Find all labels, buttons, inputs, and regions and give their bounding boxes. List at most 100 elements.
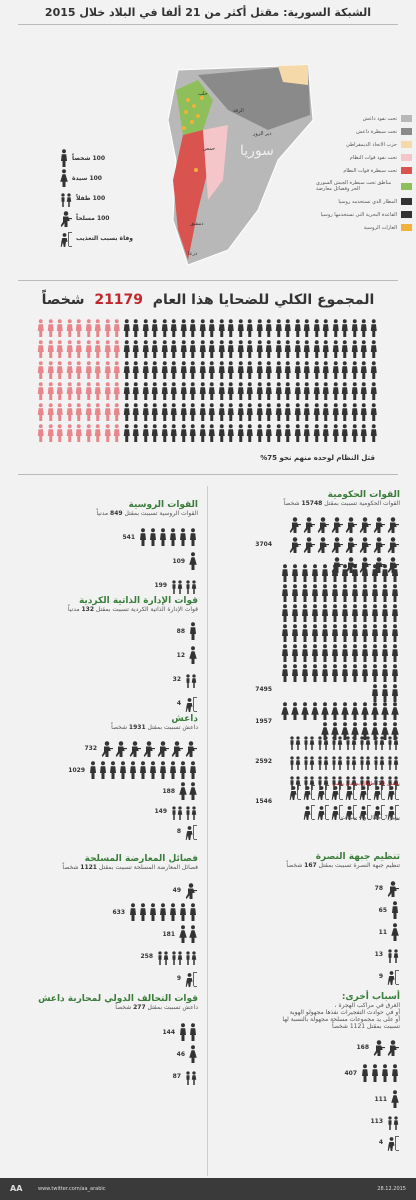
person-icon — [142, 340, 150, 358]
stat-row: 109 — [18, 549, 198, 573]
person-icon — [180, 382, 188, 400]
children-icon — [317, 752, 329, 770]
children-icon — [359, 732, 371, 750]
children-icon — [387, 945, 399, 963]
children-icon — [289, 732, 301, 750]
person-icon — [361, 604, 369, 622]
person-icon — [331, 604, 339, 622]
section-text-line: أو في حوادث التفجيرات نفذها مجهولو الهوي… — [289, 1009, 400, 1016]
person-icon — [331, 624, 339, 642]
person-icon — [265, 382, 273, 400]
person-icon — [294, 361, 302, 379]
stat-row: 8 — [18, 821, 198, 841]
person-icon — [170, 382, 178, 400]
person-icon — [391, 644, 399, 662]
person-icon — [303, 403, 311, 421]
person-icon — [66, 340, 74, 358]
person-icon — [341, 382, 349, 400]
person-icon — [237, 319, 245, 337]
person-icon — [360, 403, 368, 421]
page-title: الشبكة السورية: مقتل أكثر من 21 ألفا في … — [44, 6, 372, 19]
person-icon — [370, 424, 378, 442]
armed-person-icon — [303, 535, 315, 553]
armed-person-icon — [143, 739, 155, 757]
stat-row: 111 — [220, 1088, 400, 1110]
person-icon — [303, 424, 311, 442]
armed-person-icon — [185, 739, 197, 757]
person-icon — [303, 382, 311, 400]
person-icon — [246, 403, 254, 421]
children-icon — [373, 752, 385, 770]
person-icon — [237, 361, 245, 379]
children-icon — [185, 670, 197, 688]
person-icon — [256, 340, 264, 358]
person-icon — [189, 424, 197, 442]
person-icon — [94, 382, 102, 400]
person-icon — [294, 403, 302, 421]
person-icon — [322, 424, 330, 442]
person-icon — [56, 361, 64, 379]
person-icon — [66, 424, 74, 442]
person-icon — [199, 319, 207, 337]
armed-person-icon — [373, 515, 385, 533]
person-icon — [123, 340, 131, 358]
person-icon — [265, 361, 273, 379]
legend-item: تحت سيطرة قوات النظام — [316, 164, 412, 177]
column-divider — [207, 486, 208, 1176]
person-icon — [94, 403, 102, 421]
woman-icon — [60, 169, 68, 187]
person-icon — [391, 584, 399, 602]
person-icon — [189, 528, 197, 546]
section-other-causes: أسباب أخرى: الغرق في مراكب الهجرة ، أو ف… — [220, 992, 400, 1152]
stat-row: 11 — [220, 921, 400, 943]
person-icon — [56, 424, 64, 442]
person-icon — [180, 424, 188, 442]
person-icon — [151, 340, 159, 358]
person-icon — [313, 382, 321, 400]
person-icon — [301, 604, 309, 622]
person-icon — [66, 361, 74, 379]
person-icon — [360, 424, 368, 442]
armed-person-icon — [303, 515, 315, 533]
children-icon — [387, 732, 399, 750]
person-icon — [381, 564, 389, 582]
person-icon — [218, 403, 226, 421]
section-divider — [18, 280, 398, 281]
armed-person-icon — [101, 739, 113, 757]
person-icon — [161, 382, 169, 400]
person-icon — [60, 149, 68, 167]
section-subtitle: القوات الروسية تسببت بمقتل 849 مدنياً — [96, 510, 198, 517]
person-icon — [265, 340, 273, 358]
stat-row: 12 — [18, 643, 198, 667]
map-city-label: درعا — [188, 251, 197, 257]
stat-row: 49 — [18, 879, 198, 901]
person-icon — [265, 424, 273, 442]
key-row: 100 شخصاً — [60, 148, 140, 168]
person-icon — [371, 604, 379, 622]
person-icon — [311, 624, 319, 642]
person-icon — [75, 361, 83, 379]
person-icon — [391, 684, 399, 702]
person-icon — [189, 382, 197, 400]
person-icon — [189, 403, 197, 421]
person-icon — [294, 340, 302, 358]
person-icon — [294, 382, 302, 400]
map-city-label: حمص — [203, 146, 215, 152]
person-icon — [179, 528, 187, 546]
person-icon — [123, 382, 131, 400]
person-icon — [75, 403, 83, 421]
person-icon — [301, 664, 309, 682]
person-icon — [291, 624, 299, 642]
person-icon — [370, 361, 378, 379]
torture-icon — [387, 782, 399, 800]
torture-icon — [359, 782, 371, 800]
person-icon — [332, 340, 340, 358]
armed-person-icon — [185, 881, 197, 899]
footer-url[interactable]: www.twitter.com/aa_arabic — [38, 1186, 106, 1192]
person-icon — [381, 1064, 389, 1082]
armed-person-icon — [345, 515, 357, 533]
stat-row: 144 — [18, 1021, 198, 1043]
children-icon — [303, 752, 315, 770]
section-title: أسباب أخرى: — [341, 992, 400, 1002]
person-icon — [66, 382, 74, 400]
